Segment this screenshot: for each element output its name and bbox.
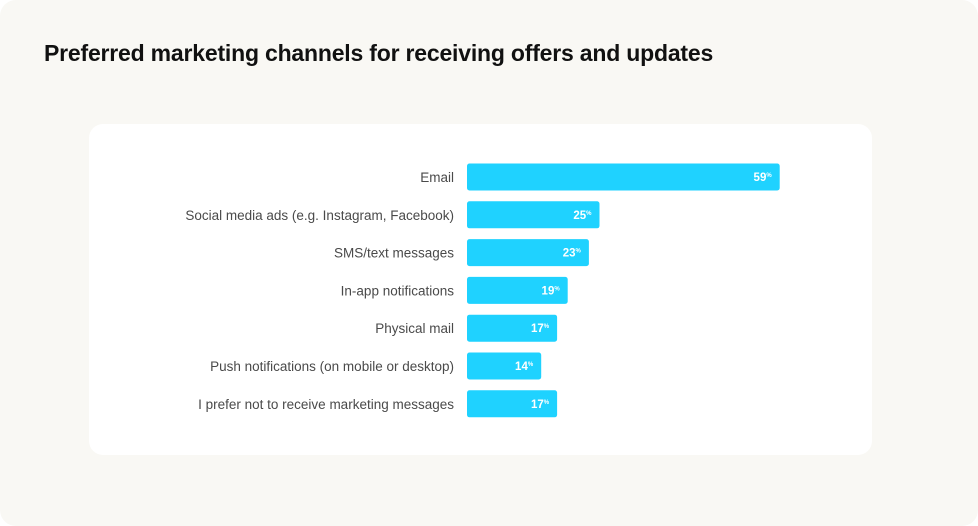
category-label: SMS/text messages bbox=[334, 246, 454, 261]
category-label: Physical mail bbox=[375, 321, 454, 336]
chart-title: Preferred marketing channels for receivi… bbox=[44, 40, 714, 66]
bar bbox=[467, 201, 600, 229]
bar bbox=[467, 163, 780, 191]
bar-row: Push notifications (on mobile or desktop… bbox=[210, 352, 542, 380]
value-label: 14% bbox=[515, 361, 534, 373]
value-label: 17% bbox=[531, 323, 550, 335]
bar bbox=[467, 239, 589, 267]
value-label: 19% bbox=[542, 285, 561, 297]
bar-row: SMS/text messages 23% bbox=[334, 239, 589, 267]
bar-row: Email 59% bbox=[420, 163, 780, 191]
category-label: I prefer not to receive marketing messag… bbox=[198, 397, 454, 412]
bar bbox=[467, 276, 568, 304]
value-label: 17% bbox=[531, 399, 550, 411]
category-label: Push notifications (on mobile or desktop… bbox=[210, 359, 454, 374]
bar bbox=[467, 314, 558, 342]
bar-row: Social media ads (e.g. Instagram, Facebo… bbox=[185, 201, 600, 229]
category-label: Social media ads (e.g. Instagram, Facebo… bbox=[185, 208, 454, 223]
bar bbox=[467, 390, 558, 418]
bar-chart: Email 59% Social media ads (e.g. Instagram… bbox=[185, 163, 780, 418]
value-label: 59% bbox=[754, 172, 773, 184]
category-label: In-app notifications bbox=[341, 283, 455, 298]
bar bbox=[467, 352, 542, 380]
bar-row: Physical mail 17% bbox=[375, 314, 558, 342]
value-label: 23% bbox=[563, 248, 582, 260]
bar-row: In-app notifications 19% bbox=[341, 276, 568, 304]
category-label: Email bbox=[420, 170, 454, 185]
chart-card: Email 59% Social media ads (e.g. Instagram… bbox=[89, 124, 872, 455]
value-label: 25% bbox=[573, 210, 592, 222]
bar-row: I prefer not to receive marketing messag… bbox=[198, 390, 558, 418]
